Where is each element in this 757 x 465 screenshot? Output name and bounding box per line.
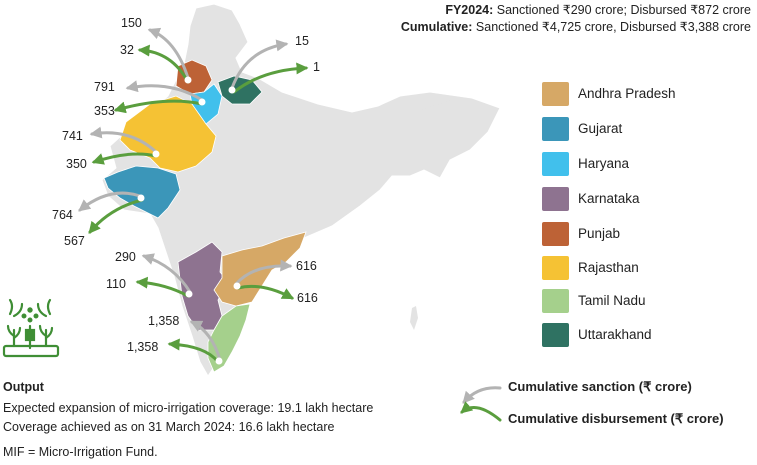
- state-karnataka: [177, 241, 229, 331]
- state-gujarat: [103, 165, 181, 219]
- output-expected-coverage: Expected expansion of micro-irrigation c…: [3, 401, 374, 415]
- arrow-sanction-punjab: [147, 27, 190, 80]
- sanction-value-karnataka: 290: [115, 250, 136, 264]
- arrow-disbursement-andhra-pradesh: [236, 284, 295, 300]
- disbursement-value-tamil-nadu: 1,358: [127, 340, 159, 354]
- fy2024-label: FY2024:: [445, 3, 494, 17]
- arrow-disbursement-punjab: [137, 44, 190, 84]
- sanction-value-punjab: 150: [121, 16, 142, 30]
- legend-swatch: [542, 187, 569, 211]
- fy2024-text: Sanctioned ₹290 crore; Disbursed ₹872 cr…: [496, 3, 751, 17]
- arrow-sanction-karnataka: [141, 253, 192, 294]
- legend-swatch: [542, 323, 569, 347]
- disbursement-value-gujarat: 567: [64, 234, 85, 248]
- legend-swatch: [542, 256, 569, 280]
- key-arrow-sanction: [462, 386, 502, 404]
- sanction-value-tamil-nadu: 1,358: [148, 314, 180, 328]
- legend-label: Tamil Nadu: [578, 293, 646, 308]
- legend-label: Andhra Pradesh: [578, 86, 676, 101]
- arrow-disbursement-uttarakhand: [232, 62, 309, 94]
- origin-dot-gujarat: [137, 194, 145, 202]
- origin-dot-tamil-nadu: [215, 357, 223, 365]
- arrow-sanction-andhra-pradesh: [234, 259, 293, 286]
- arrow-sanction-tamil-nadu: [189, 320, 222, 362]
- arrow-sanction-uttarakhand: [230, 39, 289, 90]
- disbursement-value-punjab: 32: [120, 43, 134, 57]
- legend-swatch: [542, 222, 569, 246]
- arrow-disbursement-rajasthan: [91, 152, 158, 165]
- origin-dot-andhra-pradesh: [233, 282, 241, 290]
- sanction-value-uttarakhand: 15: [295, 34, 309, 48]
- sanction-value-gujarat: 764: [52, 208, 73, 222]
- key-arrow-disbursement: [460, 401, 502, 422]
- cumulative-summary: Cumulative: Sanctioned ₹4,725 crore, Dis…: [401, 19, 751, 34]
- legend-label: Punjab: [578, 226, 621, 241]
- origin-dot-karnataka: [185, 290, 193, 298]
- output-title: Output: [3, 380, 44, 394]
- fy2024-summary: FY2024: Sanctioned ₹290 crore; Disbursed…: [445, 2, 751, 17]
- disbursement-value-karnataka: 110: [106, 277, 126, 291]
- arrow-disbursement-gujarat: [88, 198, 144, 234]
- disbursement-value-rajasthan: 350: [66, 157, 87, 171]
- legend-swatch: [542, 82, 569, 106]
- arrow-disbursement-tamil-nadu: [167, 338, 220, 364]
- andaman-islands: [410, 306, 418, 330]
- northeast-region: [420, 100, 478, 140]
- output-achieved-coverage: Coverage achieved as on 31 March 2024: 1…: [3, 420, 335, 434]
- sanction-value-haryana: 791: [94, 80, 115, 94]
- legend-label: Gujarat: [578, 121, 623, 136]
- legend-label: Haryana: [578, 156, 630, 171]
- irrigation-sprinkler-icon: [2, 298, 60, 358]
- key-label-disbursement: Cumulative disbursement (₹ crore): [508, 411, 724, 426]
- origin-dot-rajasthan: [152, 150, 160, 158]
- legend-label: Uttarakhand: [578, 327, 652, 342]
- legend-swatch: [542, 117, 569, 141]
- disbursement-value-uttarakhand: 1: [313, 60, 320, 74]
- legend-swatch: [542, 289, 569, 313]
- legend-label: Rajasthan: [578, 260, 639, 275]
- arrow-disbursement-karnataka: [135, 276, 190, 298]
- disbursement-value-andhra-pradesh: 616: [297, 291, 318, 305]
- sanction-value-andhra-pradesh: 616: [296, 259, 317, 273]
- cumulative-label: Cumulative:: [400, 20, 473, 34]
- cumulative-text: Sanctioned ₹4,725 crore, Disbursed ₹3,38…: [475, 20, 751, 34]
- origin-dot-punjab: [184, 76, 192, 84]
- arrow-disbursement-haryana: [113, 99, 204, 114]
- arrow-sanction-rajasthan: [89, 126, 158, 154]
- origin-dot-haryana: [198, 98, 206, 106]
- origin-dot-uttarakhand: [228, 86, 236, 94]
- legend-swatch: [542, 152, 569, 176]
- arrow-sanction-haryana: [125, 80, 204, 102]
- sanction-value-rajasthan: 741: [62, 129, 83, 143]
- legend-label: Karnataka: [578, 191, 640, 206]
- arrow-sanction-gujarat: [78, 191, 142, 212]
- abbreviation-note: MIF = Micro-Irrigation Fund.: [3, 445, 158, 459]
- origin-dots: [137, 76, 241, 365]
- key-label-sanction: Cumulative sanction (₹ crore): [508, 379, 692, 394]
- disbursement-value-haryana: 353: [94, 104, 115, 118]
- arrows: [78, 27, 309, 364]
